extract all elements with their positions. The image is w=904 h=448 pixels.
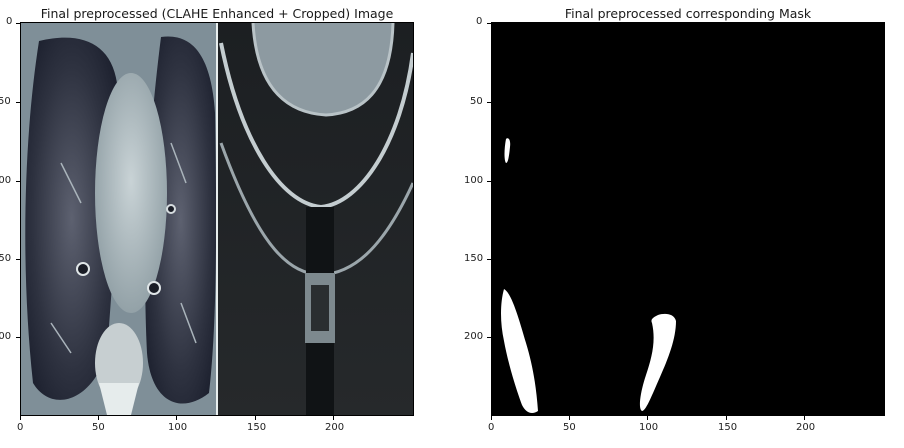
left-x-tick: 50: [92, 422, 105, 433]
left-x-tick: 150: [247, 422, 266, 433]
right-y-tick: 0: [476, 16, 482, 27]
mask-image-axes: [491, 22, 885, 416]
right-y-tick: 200: [464, 331, 483, 342]
right-x-tick: 0: [488, 422, 494, 433]
left-x-tick: 100: [168, 422, 187, 433]
left-image-title: Final preprocessed (CLAHE Enhanced + Cro…: [20, 6, 414, 21]
right-y-tick: 150: [464, 253, 483, 264]
right-x-tick: 100: [639, 422, 658, 433]
left-x-tick: 200: [325, 422, 344, 433]
left-y-tick: 200: [0, 331, 11, 342]
left-y-tick: 100: [0, 175, 11, 186]
left-y-tick: 150: [0, 253, 11, 264]
left-x-tick: 0: [17, 422, 23, 433]
right-y-tick: 50: [470, 96, 483, 107]
left-y-tick: 0: [6, 16, 12, 27]
right-x-tick: 50: [563, 422, 576, 433]
right-y-tick: 100: [464, 175, 483, 186]
right-image-title: Final preprocessed corresponding Mask: [491, 6, 885, 21]
right-x-tick: 150: [718, 422, 737, 433]
left-y-tick: 50: [0, 96, 11, 107]
ct-scan-image: [21, 23, 413, 415]
ct-image-axes: [20, 22, 414, 416]
mask-image: [492, 23, 884, 415]
right-x-tick: 200: [796, 422, 815, 433]
